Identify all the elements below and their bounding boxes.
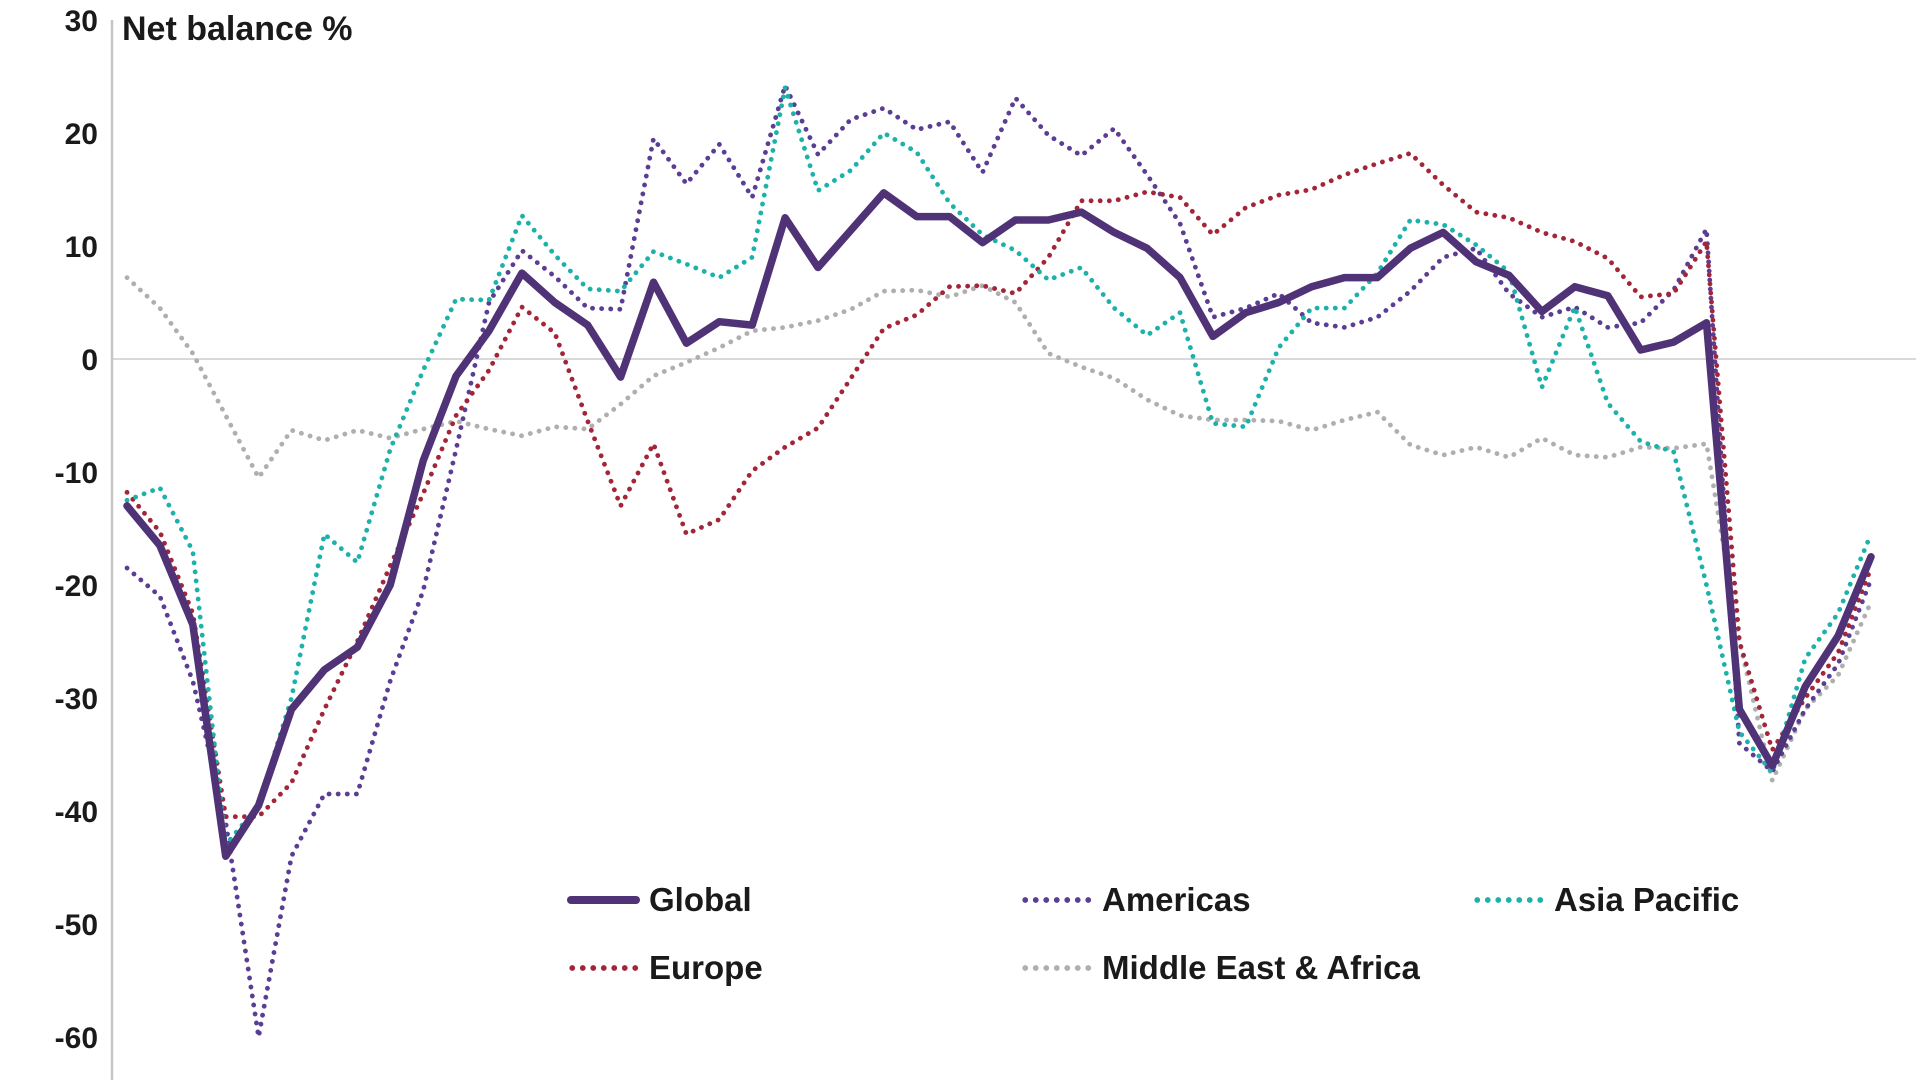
legend-swatch-asia-pacific (1472, 896, 1545, 904)
y-tick-label-0: 0 (81, 344, 98, 377)
y-tick-label--10: -10 (55, 457, 98, 490)
legend-label-europe: Europe (649, 949, 763, 986)
series-line-global (123, 189, 1875, 860)
legend-item-americas: Americas (1020, 882, 1251, 918)
y-tick-label-20: 20 (65, 118, 98, 151)
y-axis-title: Net balance % (122, 10, 353, 48)
y-tick-label--50: -50 (55, 909, 98, 942)
series-line-asia-pacific (124, 85, 1874, 848)
series-line-americas (124, 83, 1874, 1040)
y-tick-label-30: 30 (65, 5, 98, 38)
legend-item-middle-east-africa: Middle East & Africa (1020, 950, 1420, 986)
legend-label-middle-east-africa: Middle East & Africa (1102, 949, 1420, 986)
y-tick-label-10: 10 (65, 231, 98, 264)
legend-label-global: Global (649, 881, 752, 918)
legend-swatch-europe (567, 964, 640, 972)
series-line-middle-east-africa (124, 275, 1874, 783)
legend-swatch-americas (1020, 896, 1093, 904)
legend-item-asia-pacific: Asia Pacific (1472, 882, 1739, 918)
legend-swatch-middle-east-africa (1020, 964, 1093, 972)
series-line-europe (124, 150, 1874, 820)
legend-swatch-global (567, 896, 640, 904)
legend-item-europe: Europe (567, 950, 763, 986)
y-tick-label--30: -30 (55, 683, 98, 716)
axis-layer: 30 20 10 0 -10 -20 -30 -40 -50 -60 (55, 5, 1916, 1080)
legend-item-global: Global (567, 882, 752, 918)
legend-label-asia-pacific: Asia Pacific (1554, 881, 1740, 918)
y-tick-label--60: -60 (55, 1022, 98, 1055)
legend-label-americas: Americas (1102, 881, 1251, 918)
y-tick-label--40: -40 (55, 796, 98, 829)
series-layer (123, 83, 1875, 1040)
y-tick-label--20: -20 (55, 570, 98, 603)
